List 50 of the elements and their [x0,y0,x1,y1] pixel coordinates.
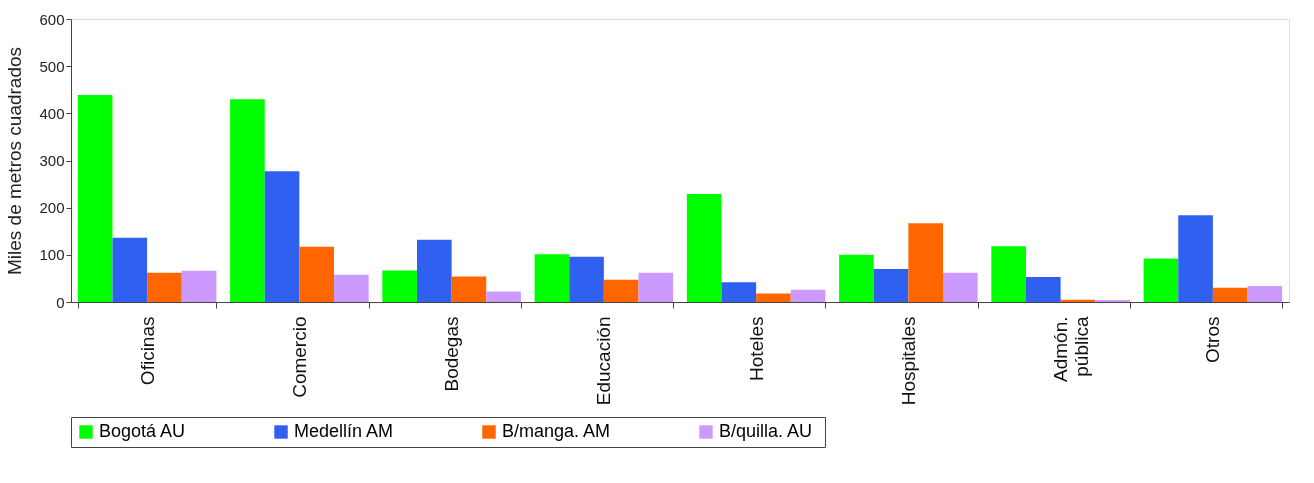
bar [112,237,148,302]
bar [534,254,570,302]
y-axis-title: Miles de metros cuadrados [4,46,26,276]
legend-label: B/quilla. AU [719,421,813,441]
bar [230,99,265,302]
y-tick-label: 400 [39,104,65,122]
x-tick-label: Admón. pública [1050,316,1093,382]
bar [873,268,909,302]
x-tick-label: Otros [1202,316,1224,363]
bar [908,223,944,302]
bar [181,270,217,302]
bar [1143,258,1179,302]
bar [1025,277,1061,302]
x-tick-label: Hospitales [897,316,919,406]
bar [77,94,113,302]
bar [382,270,417,302]
bar [1178,215,1213,302]
bar [416,239,452,302]
x-tick-label: Oficinas [136,316,158,386]
bar [486,291,521,302]
bar [686,193,722,302]
bar [603,279,639,302]
bar [299,246,335,302]
legend-label: B/manga. AM [502,421,611,441]
legend-label: Bogotá AU [99,421,186,441]
x-tick-label: Comercio [288,316,310,398]
y-tick-label: 300 [39,152,65,169]
bar [991,246,1026,302]
bar [569,256,604,302]
y-tick-label: 500 [39,57,65,75]
legend-label: Medellín AM [294,421,394,441]
bar [451,276,487,302]
bar [839,254,874,302]
y-tick-label: 100 [39,246,65,264]
bar [147,272,182,302]
y-tick-label: 0 [56,293,65,311]
bar [1247,285,1283,302]
bar [721,282,757,302]
x-tick-label: Hoteles [745,316,767,381]
y-tick-label: 200 [39,199,65,217]
x-tick-label: Bodegas [441,316,463,392]
bar [790,289,826,302]
bar [756,293,791,302]
x-tick-label: Educación [593,316,615,406]
bar [1212,287,1248,302]
y-tick-label: 600 [39,10,65,28]
bar [943,272,978,302]
bar [264,171,300,302]
bar [334,274,369,302]
bar [638,272,674,302]
